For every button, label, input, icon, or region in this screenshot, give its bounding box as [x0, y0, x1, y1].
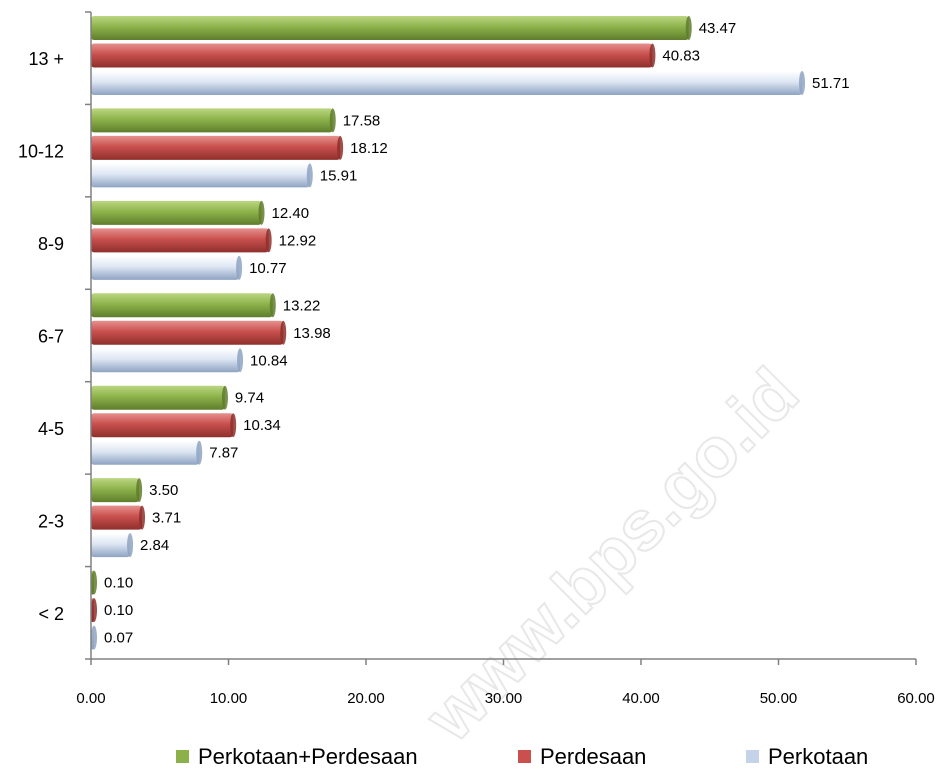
x-tick-label-6: 60.00 [897, 690, 935, 707]
data-label-2-6: 0.07 [104, 630, 133, 647]
bar-2-5 [91, 533, 133, 557]
bar-2-3 [91, 348, 243, 372]
legend-item-2: Perkotaan [746, 744, 868, 769]
x-tick-label-4: 40.00 [622, 690, 660, 707]
data-label-1-1: 18.12 [350, 140, 388, 157]
bar-1-6 [91, 598, 97, 622]
data-label-2-4: 7.87 [209, 445, 238, 462]
bar-0-5 [91, 478, 142, 502]
data-label-2-1: 15.91 [320, 167, 358, 184]
bar-2-4 [91, 441, 202, 465]
data-label-2-3: 10.84 [250, 352, 288, 369]
data-label-1-2: 12.92 [279, 232, 317, 249]
bar-1-1 [91, 136, 343, 160]
data-label-1-3: 13.98 [293, 325, 331, 342]
bar-1-5 [91, 506, 145, 530]
data-label-2-2: 10.77 [249, 260, 287, 277]
category-label-4: 4-5 [38, 419, 64, 439]
category-label-0: 13 + [28, 49, 64, 69]
data-label-2-0: 51.71 [812, 75, 850, 92]
legend-label-1: Perdesaan [540, 744, 646, 769]
legend-label-0: Perkotaan+Perdesaan [198, 744, 418, 769]
category-label-6: < 2 [38, 604, 64, 624]
bar-0-3 [91, 293, 276, 317]
bar-2-6 [91, 626, 97, 650]
bar-0-4 [91, 386, 228, 410]
data-label-0-3: 13.22 [283, 297, 321, 314]
category-label-3: 6-7 [38, 327, 64, 347]
legend-item-0: Perkotaan+Perdesaan [176, 744, 418, 769]
bar-0-0 [91, 16, 692, 40]
bar-2-1 [91, 163, 313, 187]
x-tick-label-3: 30.00 [485, 690, 523, 707]
data-label-1-6: 0.10 [104, 602, 133, 619]
data-label-0-5: 3.50 [149, 482, 178, 499]
data-label-2-5: 2.84 [140, 537, 169, 554]
x-tick-label-1: 10.00 [210, 690, 248, 707]
legend-label-2: Perkotaan [768, 744, 868, 769]
category-label-1: 10-12 [18, 142, 64, 162]
legend-swatch [746, 750, 759, 763]
watermark-text: www.bps.go.id [410, 353, 813, 756]
bar-1-0 [91, 44, 655, 68]
bar-1-2 [91, 228, 272, 252]
bar-1-3 [91, 321, 286, 345]
category-label-2: 8-9 [38, 234, 64, 254]
data-label-0-0: 43.47 [699, 20, 737, 37]
bar-0-6 [91, 571, 97, 595]
data-label-0-6: 0.10 [104, 575, 133, 592]
category-label-5: 2-3 [38, 511, 64, 531]
data-label-1-0: 40.83 [662, 48, 700, 65]
data-label-0-1: 17.58 [343, 112, 381, 129]
x-tick-label-0: 0.00 [76, 690, 105, 707]
x-tick-label-2: 20.00 [347, 690, 385, 707]
bar-0-1 [91, 108, 336, 132]
legend-item-1: Perdesaan [518, 744, 646, 769]
legend-swatch [518, 750, 531, 763]
bar-2-2 [91, 256, 242, 280]
data-label-0-4: 9.74 [235, 390, 264, 407]
legend-swatch [176, 750, 189, 763]
bar-1-4 [91, 413, 236, 437]
data-label-1-4: 10.34 [243, 417, 281, 434]
data-label-0-2: 12.40 [272, 205, 310, 222]
bar-2-0 [91, 71, 805, 95]
data-label-1-5: 3.71 [152, 510, 181, 527]
x-tick-label-5: 50.00 [760, 690, 798, 707]
bar-0-2 [91, 201, 265, 225]
